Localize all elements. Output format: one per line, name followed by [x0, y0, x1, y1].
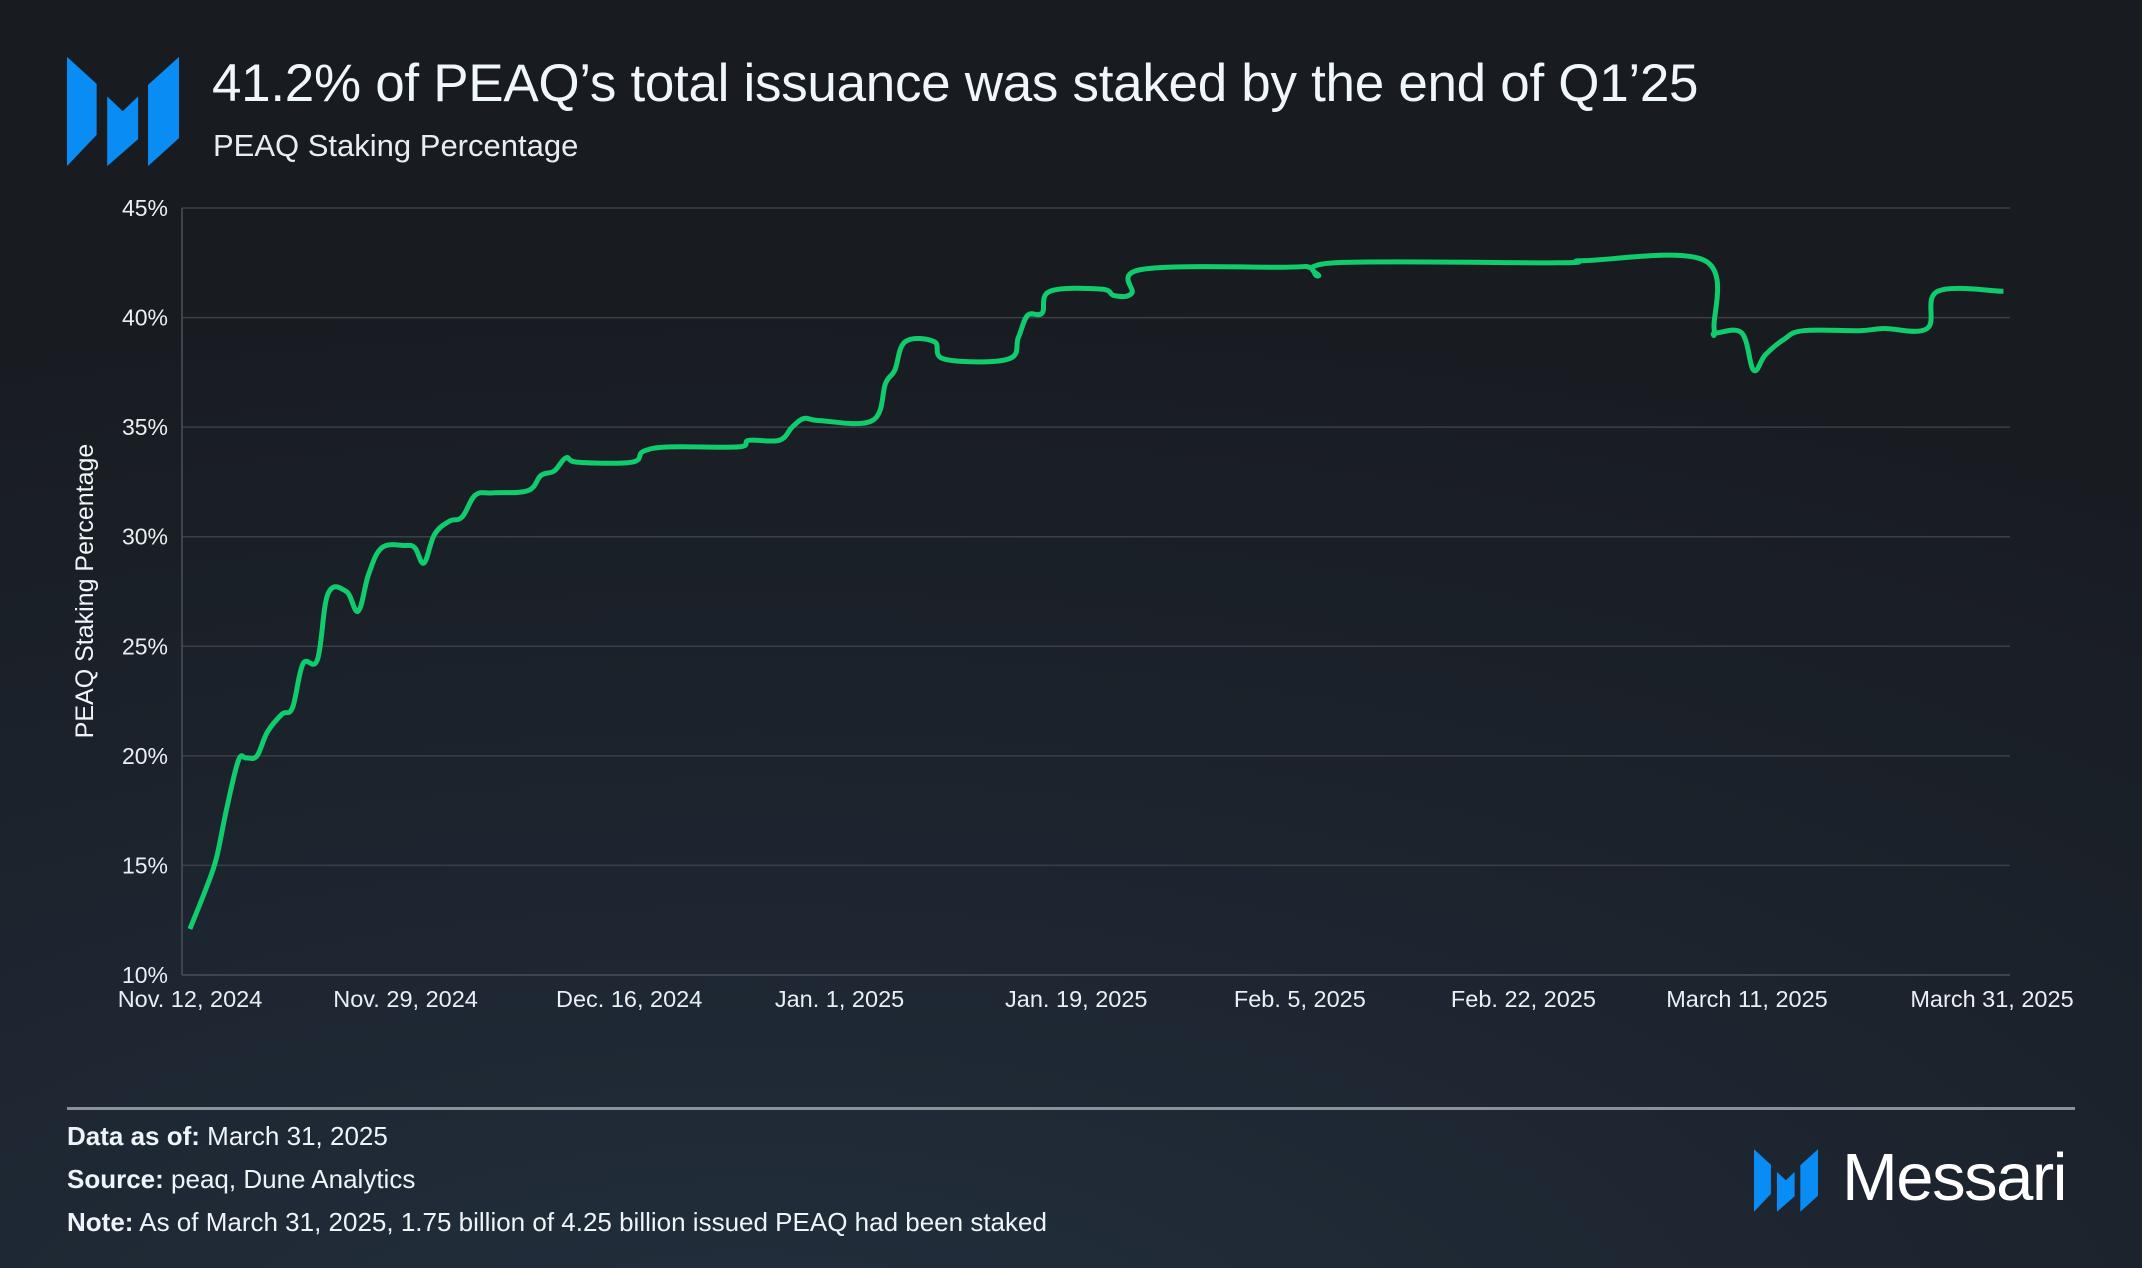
x-tick-label: Feb. 5, 2025	[1234, 986, 1366, 1012]
y-tick-label: 40%	[122, 305, 168, 331]
messari-logo-icon	[67, 56, 179, 167]
y-tick-label: 20%	[122, 743, 168, 769]
source-label: Source:	[67, 1164, 164, 1194]
y-axis-label: PEAQ Staking Percentage	[71, 444, 99, 739]
x-tick-label: Nov. 29, 2024	[333, 986, 478, 1012]
gridlines	[182, 207, 2010, 976]
x-tick-label: Feb. 22, 2025	[1451, 986, 1596, 1012]
chart-title: 41.2% of PEAQ’s total issuance was stake…	[212, 54, 1699, 113]
source-value: peaq, Dune Analytics	[171, 1164, 416, 1194]
note-value: As of March 31, 2025, 1.75 billion of 4.…	[139, 1207, 1047, 1237]
footer-source: Source: peaq, Dune Analytics	[67, 1163, 415, 1195]
x-tick-label: March 11, 2025	[1666, 986, 1828, 1012]
line-chart: 10%15%20%25%30%35%40%45% Nov. 12, 2024 No…	[71, 195, 2074, 1012]
y-tick-label: 30%	[122, 524, 168, 550]
messari-brand-icon	[1754, 1149, 1818, 1212]
note-label: Note:	[67, 1207, 134, 1237]
x-axis-ticks: Nov. 12, 2024 Nov. 29, 2024 Dec. 16, 2024 J…	[118, 986, 2074, 1012]
y-tick-label: 15%	[122, 852, 168, 878]
x-tick-label: Dec. 16, 2024	[556, 986, 702, 1012]
footer-note: Note: As of March 31, 2025, 1.75 billion…	[67, 1206, 1047, 1238]
y-tick-label: 45%	[122, 195, 168, 221]
chart-subtitle: PEAQ Staking Percentage	[213, 128, 579, 163]
y-tick-label: 25%	[122, 633, 168, 659]
logo-right-bar	[148, 56, 179, 167]
y-tick-label: 10%	[122, 962, 168, 988]
messari-brand-name: Messari	[1842, 1140, 2068, 1215]
data-as-of-label: Data as of:	[67, 1121, 200, 1151]
x-tick-label: Nov. 12, 2024	[118, 986, 263, 1012]
logo-left-bar	[67, 56, 97, 167]
y-tick-label: 35%	[122, 414, 168, 440]
y-axis-ticks: 10% 15% 20% 25% 30% 35% 40% 45%	[122, 195, 168, 988]
x-tick-label: Jan. 1, 2025	[775, 986, 904, 1012]
x-tick-label: March 31, 2025	[1910, 986, 2073, 1012]
series-line-peaq-staking	[187, 252, 2004, 930]
data-as-of-value: March 31, 2025	[207, 1121, 388, 1151]
footer-data-as-of: Data as of: March 31, 2025	[67, 1120, 388, 1152]
x-tick-label: Jan. 19, 2025	[1005, 986, 1147, 1012]
footer-divider	[67, 1107, 2075, 1110]
logo-middle-bar	[107, 96, 139, 167]
